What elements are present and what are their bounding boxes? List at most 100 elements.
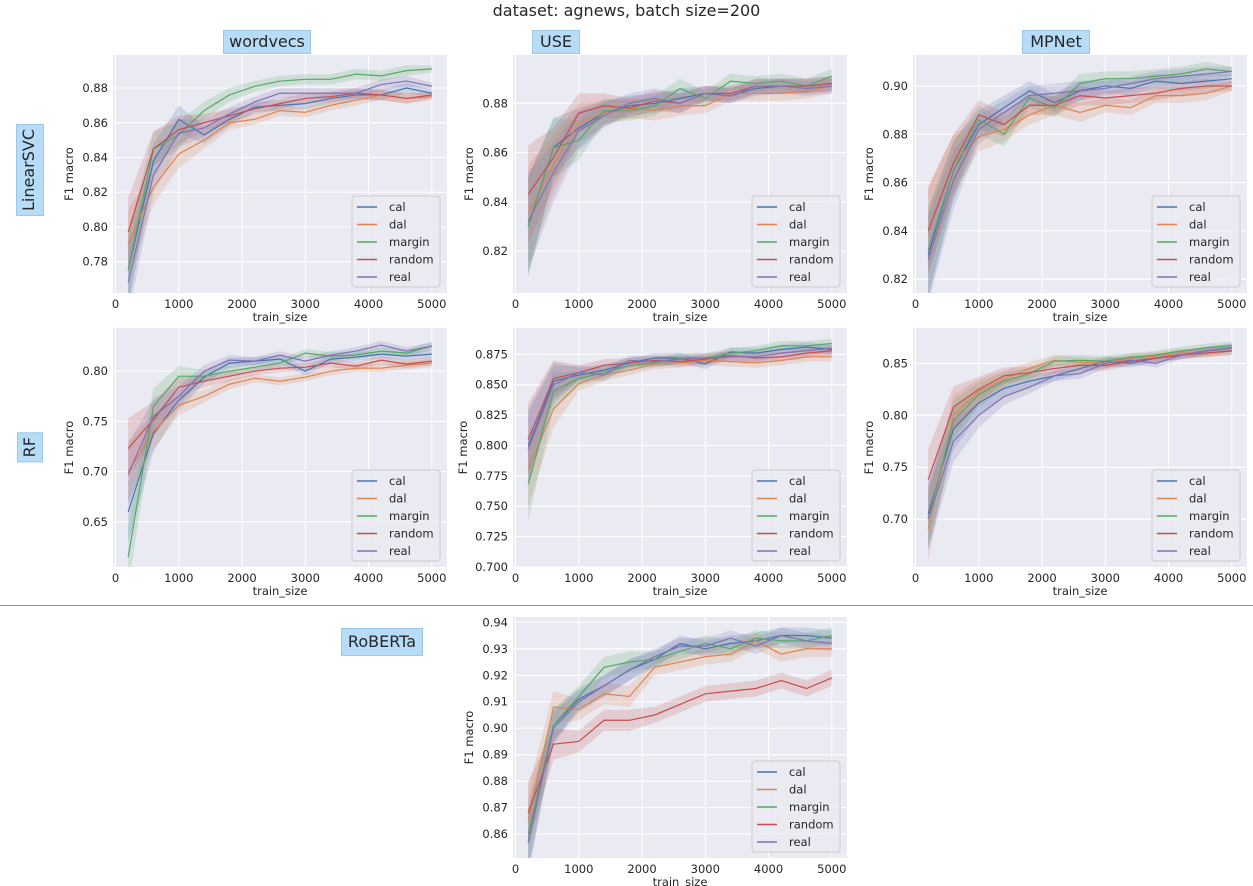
legend-label-random: random — [789, 818, 834, 832]
separator-line — [0, 605, 1253, 606]
legend-label-real: real — [789, 835, 811, 849]
y-tick-label: 0.725 — [475, 530, 508, 544]
series-group — [527, 338, 832, 521]
column-title-mpnet: MPNet — [1022, 30, 1090, 54]
x-tick-label: 0 — [912, 297, 919, 311]
ci-band-margin — [528, 68, 832, 276]
x-tick-label: 2000 — [627, 862, 656, 876]
ci-band-real — [128, 75, 432, 293]
legend-label-dal: dal — [789, 218, 807, 232]
y-tick-label: 0.90 — [482, 721, 508, 735]
y-tick-label: 0.94 — [482, 615, 508, 629]
y-axis-label: F1 macro — [862, 421, 876, 475]
legend-label-cal: cal — [789, 765, 806, 779]
ci-band-random — [128, 356, 432, 479]
y-tick-label: 0.70 — [882, 512, 908, 526]
ci-band-dal — [128, 359, 432, 502]
legend-label-margin: margin — [789, 509, 830, 523]
y-tick-label: 0.84 — [882, 224, 908, 238]
subplot-roberta-main: 0 1000 2000 3000 4000 5000 0.86 0.87 0.88 0.89 0.9… — [462, 615, 847, 886]
y-tick-label: 0.82 — [482, 244, 508, 258]
x-tick-label: 1000 — [564, 571, 593, 585]
ci-band-real — [928, 66, 1232, 293]
ci-band-random — [528, 76, 832, 244]
y-tick-label: 0.86 — [482, 827, 508, 841]
y-tick-label: 0.87 — [482, 801, 508, 815]
x-tick-label: 2000 — [1027, 297, 1056, 311]
y-tick-label: 0.93 — [482, 642, 508, 656]
ci-band-cal — [928, 343, 1232, 546]
legend-box — [751, 469, 841, 562]
legend-label-real: real — [389, 270, 411, 284]
ci-band-real — [928, 343, 1232, 551]
x-tick-label: 5000 — [817, 862, 846, 876]
x-tick-label: 5000 — [417, 297, 446, 311]
x-tick-label: 4000 — [354, 571, 383, 585]
series-group — [527, 68, 833, 276]
x-tick-label: 0 — [512, 862, 519, 876]
legend: cal dal margin random real — [351, 469, 441, 562]
series-group — [127, 341, 432, 567]
x-tick-label: 3000 — [1091, 571, 1120, 585]
y-tick-label: 0.82 — [82, 185, 108, 199]
x-tick-label: 1000 — [964, 571, 993, 585]
series-group — [527, 627, 833, 858]
x-tick-label: 0 — [512, 571, 519, 585]
x-tick-label: 4000 — [754, 297, 783, 311]
x-tick-label: 1000 — [164, 297, 193, 311]
x-tick-label: 5000 — [817, 571, 846, 585]
legend-label-cal: cal — [789, 200, 806, 214]
y-axis-label: F1 macro — [62, 421, 76, 475]
y-tick-label: 0.86 — [482, 146, 508, 160]
x-tick-label: 5000 — [817, 297, 846, 311]
legend-label-real: real — [1189, 270, 1211, 284]
x-tick-label: 3000 — [691, 862, 720, 876]
legend-label-cal: cal — [389, 200, 406, 214]
x-axis-label: train_size — [653, 310, 708, 324]
y-tick-label: 0.86 — [882, 176, 908, 190]
series-group — [127, 65, 432, 293]
y-axis-label: F1 macro — [862, 147, 876, 201]
subplot-linearsvc-wordvecs: 0 1000 2000 3000 4000 5000 0.78 0.80 0.82 0.84 0.8… — [62, 55, 447, 324]
legend-label-cal: cal — [789, 474, 806, 488]
y-tick-label: 0.775 — [475, 469, 508, 483]
y-tick-label: 0.86 — [82, 116, 108, 130]
legend-label-margin: margin — [389, 509, 430, 523]
legend: cal dal margin random real — [351, 195, 441, 288]
x-tick-label: 1000 — [164, 571, 193, 585]
y-tick-label: 0.84 — [82, 150, 108, 164]
column-title-use: USE — [532, 30, 580, 54]
legend-label-margin: margin — [389, 235, 430, 249]
y-tick-label: 0.850 — [475, 378, 508, 392]
y-axis-label: F1 macro — [462, 711, 476, 765]
legend-label-random: random — [789, 527, 834, 541]
legend-label-random: random — [1189, 527, 1234, 541]
legend-label-dal: dal — [389, 218, 407, 232]
legend-label-cal: cal — [1189, 474, 1206, 488]
x-axis-label: train_size — [253, 310, 308, 324]
x-tick-label: 4000 — [754, 862, 783, 876]
y-tick-label: 0.88 — [882, 127, 908, 141]
y-axis-label: F1 macro — [62, 147, 76, 201]
x-axis-label: train_size — [253, 584, 308, 598]
legend-box — [751, 760, 841, 853]
x-tick-label: 3000 — [291, 297, 320, 311]
legend-box — [751, 195, 841, 288]
x-tick-label: 4000 — [354, 297, 383, 311]
legend-label-margin: margin — [789, 235, 830, 249]
column-title-wordvecs: wordvecs — [223, 30, 311, 54]
row-label-roberta: RoBERTa — [341, 628, 423, 656]
ci-band-random — [528, 669, 832, 845]
x-tick-label: 4000 — [1154, 297, 1183, 311]
ci-band-dal — [128, 89, 432, 280]
subplot-rf-mpnet: 0 1000 2000 3000 4000 5000 0.70 0.75 0.80 0.85 tra… — [862, 328, 1247, 598]
x-tick-label: 5000 — [1217, 571, 1246, 585]
y-axis-label: F1 macro — [456, 421, 470, 475]
x-axis-label: train_size — [653, 875, 708, 886]
legend: cal dal margin random real — [1151, 469, 1241, 562]
ci-band-dal — [528, 78, 832, 264]
x-tick-label: 2000 — [227, 297, 256, 311]
y-tick-label: 0.65 — [82, 515, 108, 529]
x-tick-label: 0 — [112, 571, 119, 585]
legend: cal dal margin random real — [751, 195, 841, 288]
